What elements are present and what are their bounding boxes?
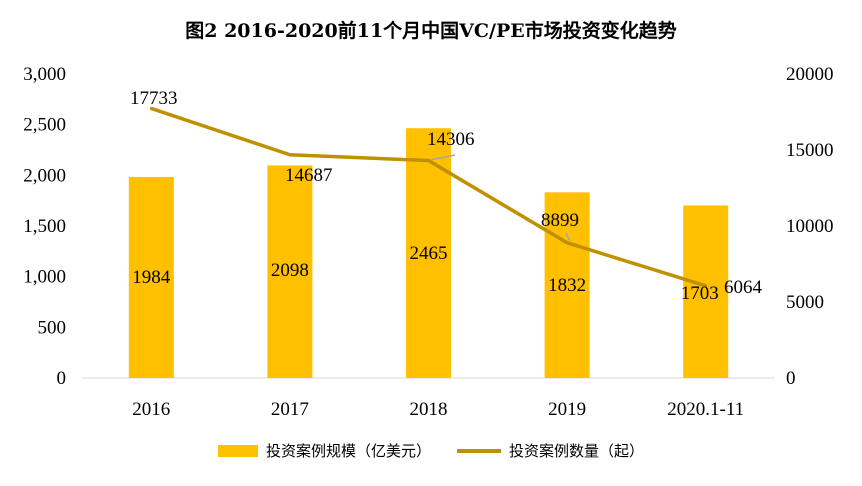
y-left-tick-label: 3,000 xyxy=(23,64,66,85)
legend-item-bar: 投资案例规模（亿美元） xyxy=(217,440,431,461)
legend-label-line: 投资案例数量（起） xyxy=(509,442,645,460)
y-left-tick-label: 1,500 xyxy=(23,216,66,237)
legend-swatch-bar xyxy=(217,444,258,457)
y-right-tick-label: 0 xyxy=(786,368,796,389)
bar-data-label: 1832 xyxy=(548,275,586,296)
line-point xyxy=(427,159,430,163)
line-point xyxy=(704,284,708,288)
y-left-tick-label: 0 xyxy=(57,368,67,389)
legend-label-bar: 投资案例规模（亿美元） xyxy=(265,442,431,460)
bar-data-label: 2465 xyxy=(410,243,448,264)
line-point xyxy=(288,153,292,157)
x-tick-label: 2019 xyxy=(548,399,586,420)
x-tick-label: 2016 xyxy=(132,399,170,420)
legend-swatch-line xyxy=(457,448,501,453)
bar-data-label: 1984 xyxy=(132,267,171,288)
line-label-leader xyxy=(565,232,571,242)
line-label-leader xyxy=(429,154,456,161)
line-point xyxy=(565,241,569,245)
bar xyxy=(544,192,590,378)
bar xyxy=(683,205,729,378)
y-left-tick-label: 2,500 xyxy=(23,115,66,136)
x-tick-label: 2020.1-11 xyxy=(667,399,744,420)
bar-data-label: 2098 xyxy=(271,260,309,281)
bar xyxy=(267,165,313,378)
bar xyxy=(128,176,174,378)
line-data-label: 6064 xyxy=(724,277,763,298)
y-right-tick-label: 20000 xyxy=(786,64,834,85)
x-tick-label: 2017 xyxy=(271,399,309,420)
chart-title: 图2 2016-2020前11个月中国VC/PE市场投资变化趋势 xyxy=(185,20,677,42)
legend-item-line: 投资案例数量（起） xyxy=(457,440,644,461)
chart-legend: 投资案例规模（亿美元） 投资案例数量（起） xyxy=(0,440,862,461)
line-point xyxy=(149,106,153,110)
y-left-tick-label: 500 xyxy=(38,317,67,338)
line-data-label: 14306 xyxy=(427,129,475,150)
line-data-label: 17733 xyxy=(130,88,178,109)
y-left-tick-label: 1,000 xyxy=(23,267,66,288)
y-left-tick-label: 2,000 xyxy=(23,165,66,186)
y-right-tick-label: 10000 xyxy=(786,216,834,237)
line-data-label: 8899 xyxy=(541,210,579,231)
x-tick-label: 2018 xyxy=(410,399,448,420)
bar-data-label: 1703 xyxy=(681,283,719,304)
y-right-tick-label: 5000 xyxy=(786,292,824,313)
y-right-tick-label: 15000 xyxy=(786,140,834,161)
line-data-label: 14687 xyxy=(285,165,333,186)
